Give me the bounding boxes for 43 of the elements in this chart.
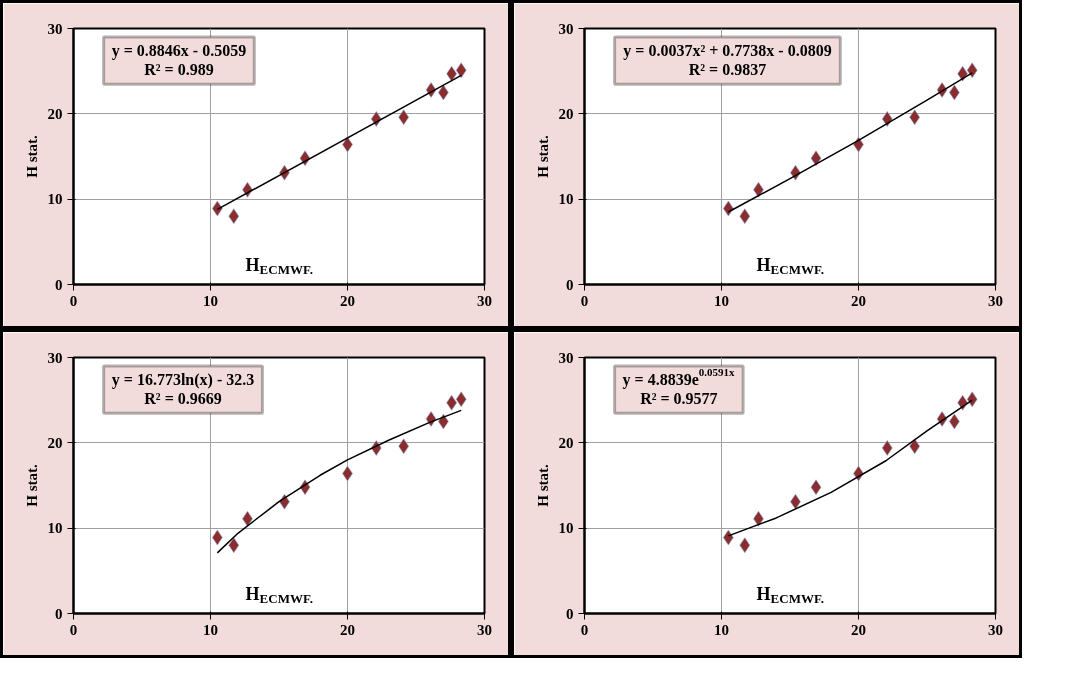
x-tick-label: 10 (714, 621, 729, 638)
y-tick-label: 20 (558, 434, 574, 451)
annotation: y = 0.0037x² + 0.7738x - 0.0809 (623, 42, 832, 61)
y-tick-label: 0 (566, 276, 574, 293)
y-tick-label: 30 (558, 349, 574, 366)
y-tick-label: 10 (558, 191, 574, 208)
x-tick-label: 20 (340, 621, 355, 638)
x-tick-label: 20 (851, 621, 866, 638)
annotation: R² = 0.9837 (688, 61, 767, 79)
y-tick-label: 20 (558, 105, 574, 122)
y-tick-label: 30 (47, 20, 63, 37)
x-tick-label: 0 (69, 621, 78, 638)
y-tick-label: 30 (47, 349, 63, 366)
x-tick-label: 20 (851, 292, 866, 309)
y-tick-label: 0 (55, 276, 63, 293)
y-tick-label: 0 (566, 605, 574, 622)
x-tick-label: 30 (988, 621, 1003, 638)
annotation: y = 16.773ln(x) - 32.3 (111, 371, 255, 390)
y-tick-label: 10 (558, 520, 574, 537)
y-tick-label: 20 (47, 434, 63, 451)
x-tick-label: 10 (714, 292, 729, 309)
x-tick-label: 0 (580, 292, 589, 309)
x-tick-label: 30 (477, 621, 492, 638)
y-axis-title: H stat. (534, 135, 551, 178)
y-tick-label: 10 (47, 191, 63, 208)
x-tick-label: 30 (477, 292, 492, 309)
annotation: y = 0.8846x - 0.5059 (111, 42, 247, 61)
x-tick-label: 30 (988, 292, 1003, 309)
annotation: R² = 0.989 (144, 61, 214, 79)
y-axis-title: H stat. (23, 464, 40, 507)
y-tick-label: 20 (47, 105, 63, 122)
y-axis-title: H stat. (23, 135, 40, 178)
x-tick-label: 10 (203, 621, 218, 638)
x-tick-label: 10 (203, 292, 218, 309)
annotation: R² = 0.9669 (144, 390, 222, 408)
y-tick-label: 10 (47, 520, 63, 537)
annotation: R² = 0.9577 (640, 390, 718, 408)
y-tick-label: 30 (558, 20, 574, 37)
y-tick-label: 0 (55, 605, 63, 622)
y-axis-title: H stat. (534, 464, 551, 507)
x-tick-label: 20 (340, 292, 355, 309)
x-tick-label: 0 (580, 621, 589, 638)
x-tick-label: 0 (69, 292, 78, 309)
